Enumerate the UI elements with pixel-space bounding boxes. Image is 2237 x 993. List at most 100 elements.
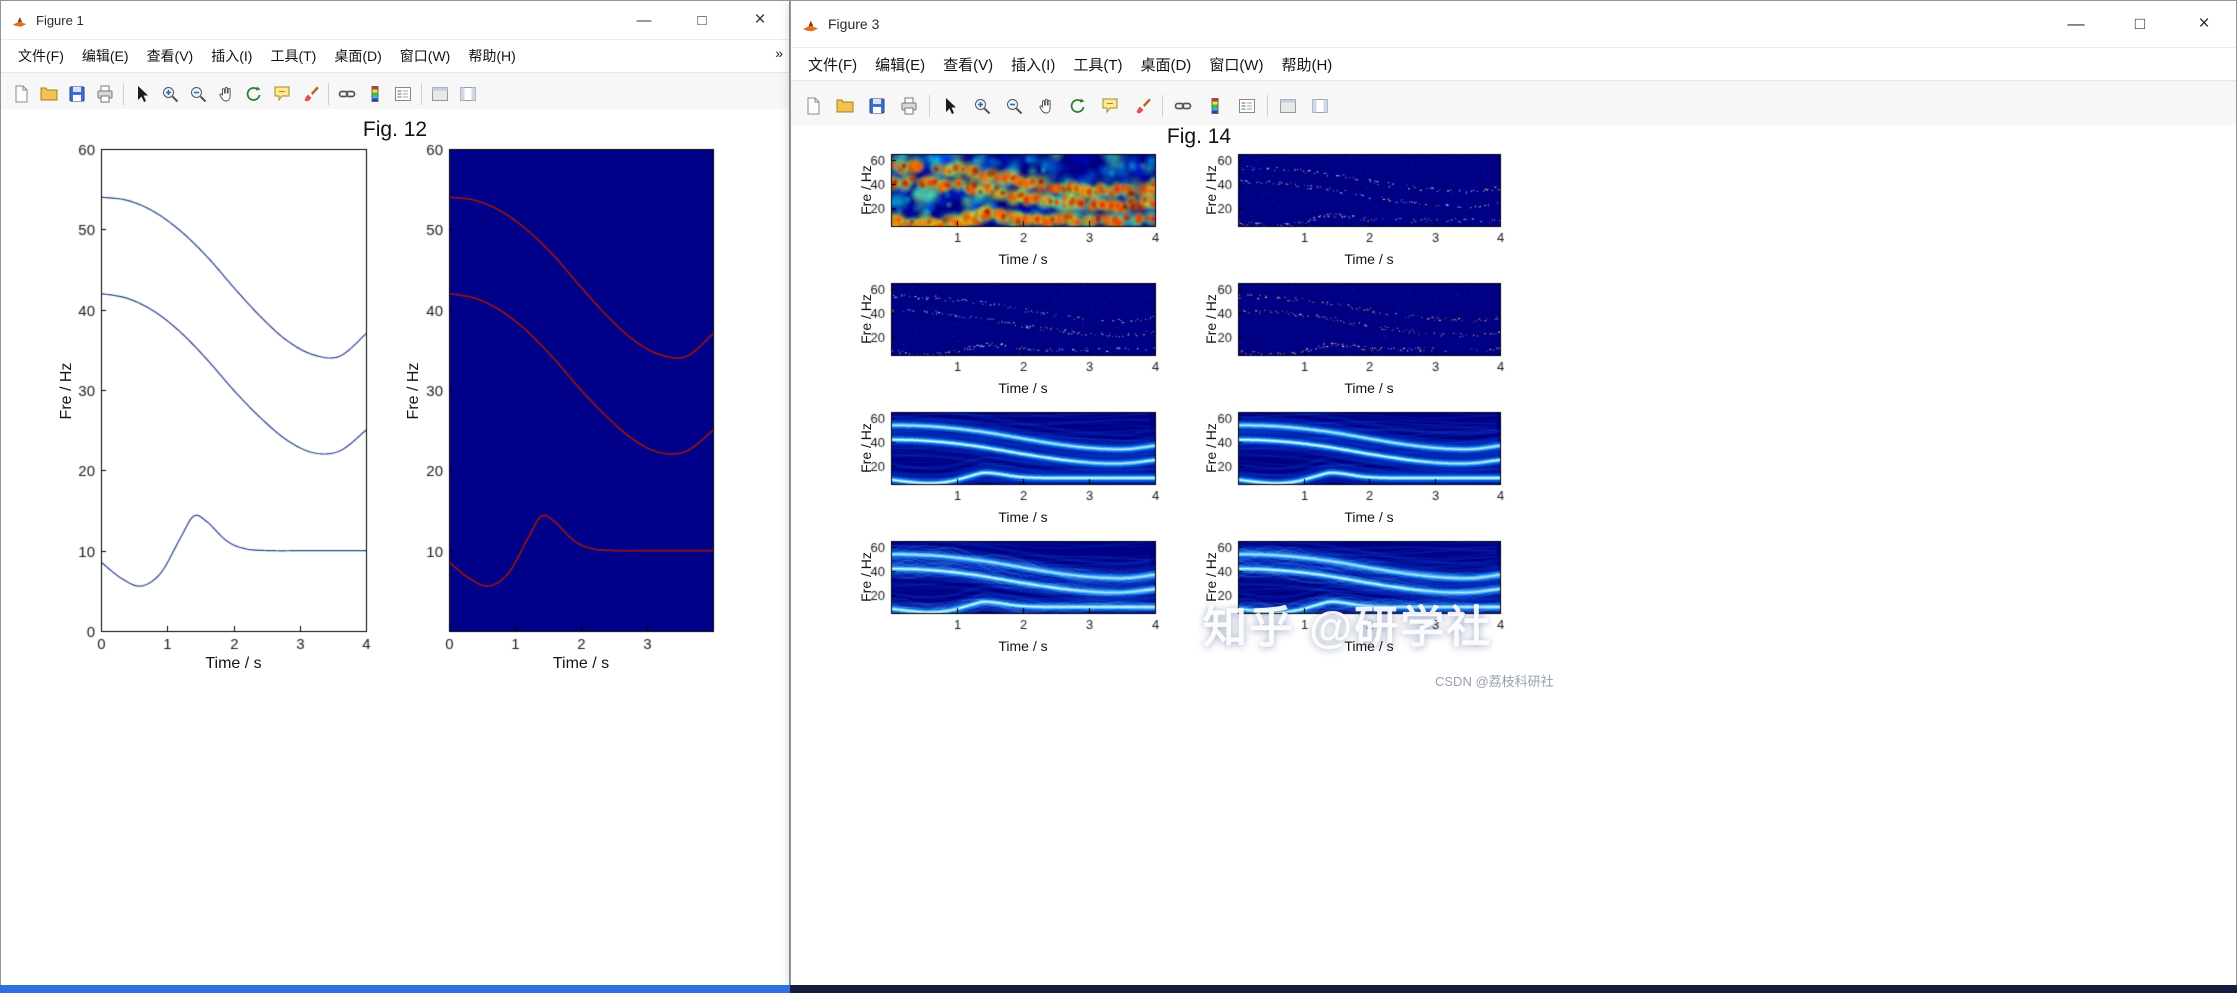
figure3-menubar: 文件(F) 编辑(E) 查看(V) 插入(I) 工具(T) 桌面(D) 窗口(W) 帮助(H) [791, 48, 2236, 81]
hide-plot-tools-icon [1280, 99, 1296, 113]
menu-file[interactable]: 文件(F) [18, 48, 64, 64]
x-axis-label: Time / s [998, 638, 1048, 654]
new-figure-icon [15, 85, 28, 103]
watermark-csdn: CSDN @荔枝科研社 [1435, 674, 1554, 689]
insert-legend-icon [1239, 99, 1255, 113]
open-file-icon [836, 99, 854, 113]
menu-tools[interactable]: 工具(T) [1073, 56, 1123, 74]
print-figure-button[interactable] [893, 91, 925, 121]
link-plot-icon [1174, 102, 1192, 110]
menu-desktop[interactable]: 桌面(D) [1140, 56, 1192, 74]
zoom-in-icon [975, 99, 991, 115]
figure-title: Fig. 12 [362, 118, 428, 141]
open-file-icon [40, 87, 58, 101]
minimize-button[interactable]: — [2067, 14, 2085, 33]
maximize-button[interactable]: □ [697, 11, 707, 29]
menu-help[interactable]: 帮助(H) [1281, 56, 1333, 74]
data-cursor-icon [274, 86, 290, 102]
rotate-3d-button[interactable] [240, 81, 268, 107]
zoom-in-button[interactable] [156, 81, 184, 107]
close-button[interactable]: × [2198, 13, 2210, 34]
menu-edit[interactable]: 编辑(E) [875, 56, 926, 74]
maximize-button[interactable]: □ [2134, 14, 2146, 33]
pan-icon [1039, 98, 1051, 114]
show-plot-tools-icon [460, 87, 476, 101]
zoom-out-button[interactable] [184, 81, 212, 107]
hide-plot-tools-button[interactable] [1272, 91, 1304, 121]
figure-title: Fig. 14 [1166, 125, 1232, 148]
menu-insert[interactable]: 插入(I) [211, 48, 253, 64]
menu-file[interactable]: 文件(F) [808, 56, 858, 74]
data-cursor-button[interactable] [1094, 91, 1126, 121]
zoom-out-button[interactable] [998, 91, 1030, 121]
menu-insert[interactable]: 插入(I) [1011, 56, 1056, 74]
x-axis-label: Time / s [1344, 251, 1394, 267]
menu-edit[interactable]: 编辑(E) [81, 48, 129, 64]
show-plot-tools-button[interactable] [454, 81, 482, 107]
toolbar-overflow-icon[interactable]: » [775, 45, 783, 61]
brush-button[interactable] [296, 81, 324, 107]
save-figure-button[interactable] [63, 81, 91, 107]
pan-icon [219, 86, 231, 102]
toolbar-separator [1267, 95, 1268, 117]
save-figure-button[interactable] [861, 91, 893, 121]
menu-desktop[interactable]: 桌面(D) [334, 48, 382, 64]
menu-window[interactable]: 窗口(W) [1209, 56, 1264, 74]
y-axis-label: Fre / Hz [405, 362, 422, 420]
menu-view[interactable]: 查看(V) [943, 56, 994, 74]
insert-colorbar-button[interactable] [1199, 91, 1231, 121]
save-figure-icon [869, 98, 885, 114]
link-plot-button[interactable] [1167, 91, 1199, 121]
close-button[interactable]: × [754, 9, 766, 30]
insert-legend-button[interactable] [1231, 91, 1263, 121]
brush-icon [304, 86, 319, 102]
watermark-zhihu: 知乎 @研学社 [1203, 603, 1493, 652]
menu-tools[interactable]: 工具(T) [270, 48, 317, 64]
new-figure-button[interactable] [7, 81, 35, 107]
y-axis-label: Fre / Hz [858, 294, 874, 344]
link-plot-button[interactable] [333, 81, 361, 107]
new-figure-button[interactable] [797, 91, 829, 121]
print-figure-button[interactable] [91, 81, 119, 107]
hide-plot-tools-button[interactable] [426, 81, 454, 107]
insert-colorbar-button[interactable] [361, 81, 389, 107]
pan-button[interactable] [1030, 91, 1062, 121]
open-file-button[interactable] [35, 81, 63, 107]
insert-colorbar-icon [371, 86, 379, 102]
y-axis-label: Fre / Hz [1203, 423, 1219, 473]
x-axis-label: Time / s [998, 509, 1048, 525]
x-axis-label: Time / s [1344, 380, 1394, 396]
rotate-3d-button[interactable] [1062, 91, 1094, 121]
brush-button[interactable] [1126, 91, 1158, 121]
x-axis-label: Time / s [205, 655, 262, 672]
edit-plot-button[interactable] [128, 81, 156, 107]
open-file-button[interactable] [829, 91, 861, 121]
zoom-in-button[interactable] [966, 91, 998, 121]
print-figure-icon [901, 97, 917, 115]
show-plot-tools-icon [1312, 99, 1328, 113]
brush-icon [1136, 98, 1151, 114]
x-axis-label: Time / s [1344, 509, 1394, 525]
menu-help[interactable]: 帮助(H) [468, 48, 516, 64]
figure1-toolbar [1, 73, 789, 116]
taskbar-left[interactable] [0, 985, 790, 993]
data-cursor-button[interactable] [268, 81, 296, 107]
new-figure-icon [807, 97, 820, 115]
figure1-titlebar[interactable]: Figure 1 — □ × [1, 1, 789, 40]
figure3-plot-canvas[interactable] [791, 125, 2236, 665]
figure1-plot-canvas[interactable] [1, 109, 789, 669]
show-plot-tools-button[interactable] [1304, 91, 1336, 121]
pan-button[interactable] [212, 81, 240, 107]
menu-view[interactable]: 查看(V) [146, 48, 194, 64]
taskbar-right[interactable] [790, 985, 2237, 993]
menu-window[interactable]: 窗口(W) [399, 48, 451, 64]
edit-plot-button[interactable] [934, 91, 966, 121]
minimize-button[interactable]: — [636, 11, 652, 29]
edit-plot-icon [946, 98, 956, 114]
hide-plot-tools-icon [432, 87, 448, 101]
figure3-titlebar[interactable]: Figure 3 — □ × [791, 1, 2236, 48]
toolbar-separator [1162, 95, 1163, 117]
insert-legend-button[interactable] [389, 81, 417, 107]
toolbar-separator [123, 83, 124, 105]
